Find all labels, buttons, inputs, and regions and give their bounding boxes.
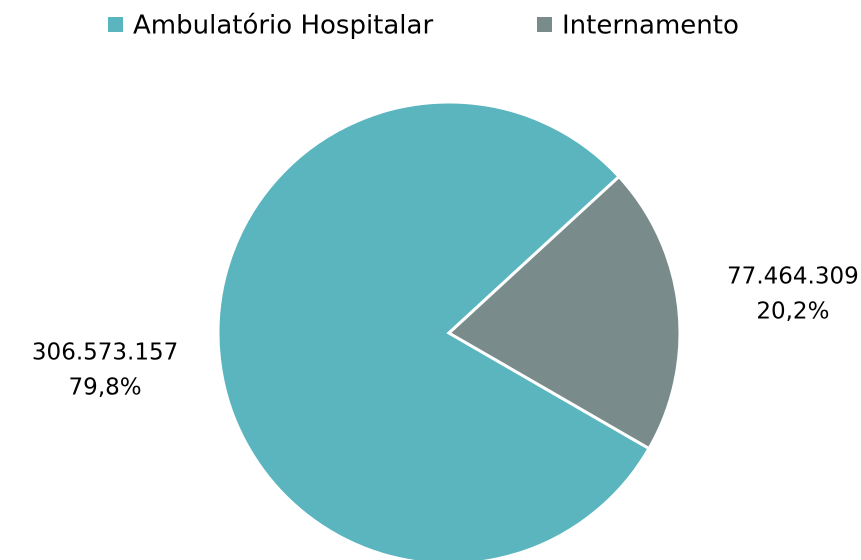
legend-label: Ambulatório Hospitalar	[133, 11, 433, 41]
percent-label: 79,8%	[69, 375, 142, 401]
legend-swatch	[537, 17, 552, 32]
pie-slice	[216, 100, 652, 560]
data-label: 77.464.309	[727, 263, 859, 289]
data-label: 306.573.157	[32, 340, 178, 366]
legend-swatch	[108, 17, 123, 32]
percent-label: 20,2%	[756, 298, 829, 324]
legend-label: Internamento	[562, 11, 739, 41]
pie-slice	[446, 174, 682, 451]
